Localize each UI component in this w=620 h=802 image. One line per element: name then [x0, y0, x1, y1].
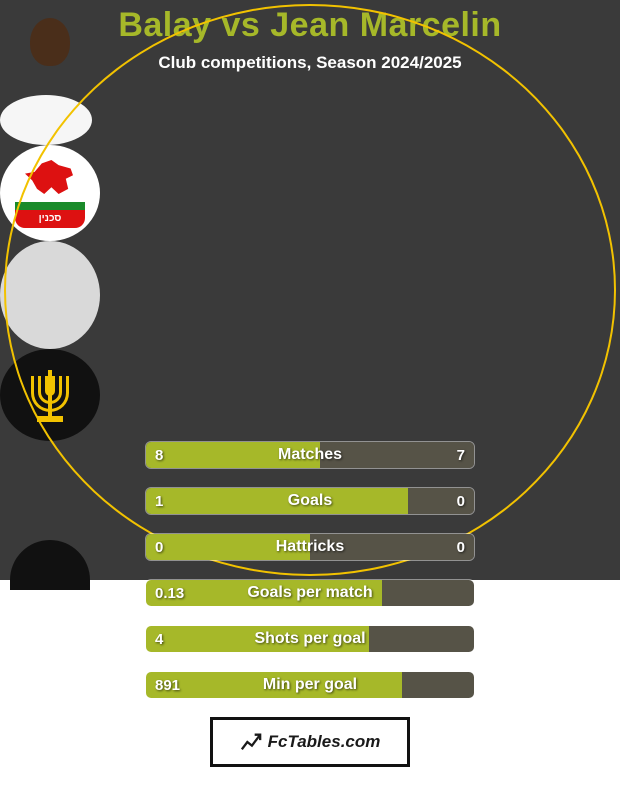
- footer-date: 5 november 2024: [0, 781, 620, 802]
- stat-row: Goals10: [145, 487, 475, 515]
- brand-box: FcTables.com: [210, 717, 410, 767]
- stat-row: Goals per match0.13: [145, 579, 475, 607]
- stat-row: Shots per goal4: [145, 625, 475, 653]
- menorah-icon: [23, 370, 77, 420]
- comparison-infographic: Balay vs Jean Marcelin Club competitions…: [0, 0, 620, 580]
- chart-up-icon: [240, 731, 262, 753]
- stat-row: Min per goal891: [145, 671, 475, 699]
- brand-text: FcTables.com: [268, 732, 381, 752]
- stats-bars: Matches87 Goals10 Hattricks00 Goals per mat…: [0, 441, 620, 699]
- team-right-badge: [0, 349, 100, 441]
- stat-row: Matches87: [145, 441, 475, 469]
- stat-row: Hattricks00: [145, 533, 475, 561]
